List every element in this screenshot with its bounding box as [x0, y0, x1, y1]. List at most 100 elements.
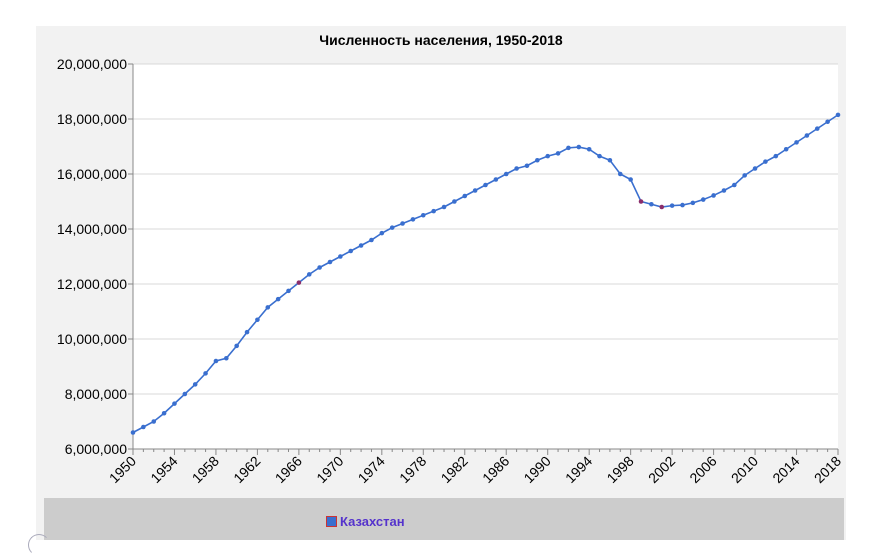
data-point — [452, 199, 457, 204]
data-point — [306, 272, 312, 277]
data-point — [472, 188, 478, 193]
legend-swatch — [326, 516, 337, 527]
chart-title: Численность населения, 1950-2018 — [319, 32, 563, 48]
data-point — [514, 166, 519, 171]
x-tick-label: 1978 — [396, 453, 429, 486]
data-point-highlight — [296, 280, 302, 285]
data-point — [400, 221, 405, 226]
x-tick-label: 1974 — [355, 453, 388, 486]
y-tick-label: 18,000,000 — [57, 111, 127, 127]
data-point — [431, 208, 436, 214]
y-tick-label: 20,000,000 — [57, 56, 127, 72]
data-point — [244, 329, 250, 335]
data-point — [721, 188, 727, 193]
data-point — [690, 200, 696, 206]
data-point — [535, 157, 540, 163]
data-point — [814, 126, 820, 131]
data-point — [338, 254, 343, 259]
data-point — [441, 204, 447, 210]
data-point — [783, 146, 789, 152]
data-point — [151, 419, 157, 424]
x-tick-label: 1954 — [147, 453, 180, 486]
data-point — [524, 163, 530, 169]
data-point — [369, 237, 374, 243]
data-point — [317, 265, 322, 270]
y-tick-label: 10,000,000 — [57, 331, 127, 347]
data-point — [265, 305, 271, 310]
data-point — [348, 248, 354, 254]
data-point — [545, 153, 551, 159]
data-point — [617, 171, 623, 177]
data-point — [420, 212, 426, 218]
y-tick-label: 6,000,000 — [65, 441, 127, 457]
legend-band — [44, 498, 844, 540]
plot-area — [133, 64, 838, 449]
data-point — [763, 159, 768, 164]
data-point — [224, 355, 229, 361]
series-kazakhstan — [130, 112, 841, 435]
data-point — [680, 202, 685, 208]
x-tick-label: 1958 — [189, 453, 222, 486]
x-axis: 1950 1954 1958 1962 1966 1970 1974 1978 1982 1986… — [106, 448, 844, 486]
data-point — [597, 153, 602, 159]
data-point — [773, 153, 779, 159]
legend-label: Казахстан — [340, 514, 405, 529]
x-tick-label: 1998 — [603, 453, 636, 486]
grid-lines — [133, 63, 838, 450]
data-point — [462, 193, 468, 199]
x-tick-label: 2006 — [686, 453, 719, 486]
x-tick-label: 2010 — [728, 453, 761, 486]
data-point-highlight — [638, 199, 644, 204]
data-point — [379, 230, 385, 236]
data-point — [700, 197, 706, 202]
data-point — [172, 401, 177, 406]
data-point — [794, 140, 799, 145]
data-point — [835, 112, 841, 118]
data-point — [576, 144, 582, 150]
data-point — [286, 288, 291, 294]
data-point — [358, 243, 364, 248]
x-tick-label: 1966 — [272, 453, 305, 486]
data-point — [503, 171, 509, 177]
legend[interactable]: Казахстан — [326, 514, 405, 529]
data-point — [130, 430, 136, 435]
data-point — [607, 157, 613, 163]
data-point — [483, 182, 488, 188]
data-point — [555, 151, 561, 156]
data-point — [566, 145, 571, 151]
y-axis: 6,000,000 8,000,000 10,000,000 12,000,000 14… — [57, 56, 134, 457]
data-point — [203, 371, 208, 376]
data-point — [628, 177, 633, 182]
x-tick-label: 2002 — [645, 453, 678, 486]
data-point — [255, 317, 260, 323]
data-point — [213, 358, 219, 364]
x-tick-label: 1990 — [520, 453, 553, 486]
y-tick-label: 12,000,000 — [57, 276, 127, 292]
data-point — [141, 424, 146, 430]
data-point — [669, 203, 675, 208]
data-point — [192, 382, 198, 387]
data-point — [275, 296, 281, 302]
data-point — [234, 343, 239, 349]
data-point — [742, 173, 747, 178]
corner-arc — [28, 534, 50, 556]
x-tick-label: 1950 — [106, 453, 139, 486]
x-tick-label: 1982 — [438, 453, 471, 486]
data-point — [711, 193, 716, 198]
data-point — [586, 146, 592, 152]
data-point — [752, 166, 758, 171]
y-tick-label: 14,000,000 — [57, 221, 127, 237]
data-point — [161, 410, 167, 416]
x-tick-label: 2014 — [769, 453, 802, 486]
x-tick-label: 2018 — [811, 453, 844, 486]
y-tick-label: 8,000,000 — [65, 386, 127, 402]
data-point — [493, 177, 499, 182]
y-tick-label: 16,000,000 — [57, 166, 127, 182]
x-tick-label: 1962 — [230, 453, 263, 486]
x-tick-label: 1994 — [562, 453, 595, 486]
data-point — [804, 133, 810, 138]
data-point — [410, 217, 416, 222]
x-tick-label: 1986 — [479, 453, 512, 486]
data-point-highlight — [659, 204, 665, 210]
